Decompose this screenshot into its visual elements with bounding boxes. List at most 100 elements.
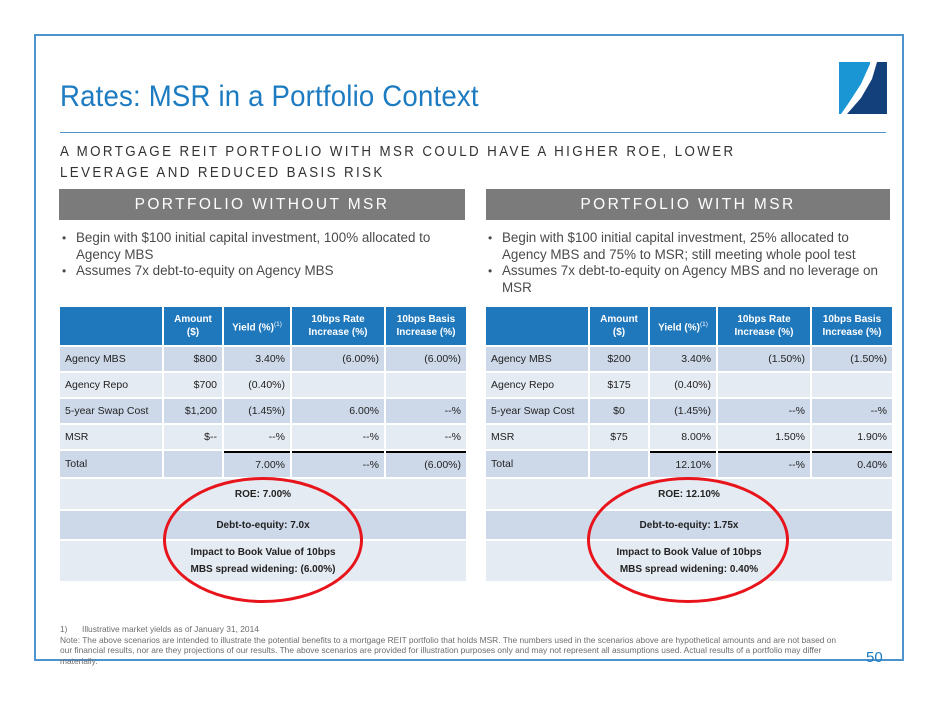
cell-rate xyxy=(718,373,810,397)
bullet-item: Begin with $100 initial capital investme… xyxy=(60,230,470,263)
summary-impact-row: Impact to Book Value of 10bps MBS spread… xyxy=(486,541,892,581)
debt-to-equity-value: Debt-to-equity: 1.75x xyxy=(486,511,892,539)
header-rate-label: 10bps Rate Increase (%) xyxy=(734,314,794,338)
header-amount: Amount ($) xyxy=(590,307,648,345)
cell-yield: 8.00% xyxy=(650,425,716,449)
table-row-total: Total 12.10% --% 0.40% xyxy=(486,451,892,477)
cell-yield: 3.40% xyxy=(650,347,716,371)
cell-basis: --% xyxy=(386,399,466,423)
cell-yield: (0.40%) xyxy=(224,373,290,397)
impact-line-1: Impact to Book Value of 10bps xyxy=(616,547,762,558)
impact-line-1: Impact to Book Value of 10bps xyxy=(190,547,336,558)
slide-subtitle: A Mortgage REIT portfolio with MSR could… xyxy=(60,144,736,181)
header-amount: Amount ($) xyxy=(164,307,222,345)
header-blank xyxy=(486,307,588,345)
company-logo-icon xyxy=(839,62,887,114)
cell-rate: 1.50% xyxy=(718,425,810,449)
cell-rate: --% xyxy=(292,451,384,477)
cell-yield: (1.45%) xyxy=(224,399,290,423)
header-yield-label: Yield (%) xyxy=(232,322,274,334)
cell-amount: $700 xyxy=(164,373,222,397)
cell-basis xyxy=(812,373,892,397)
cell-amount: $200 xyxy=(590,347,648,371)
header-yield-label: Yield (%) xyxy=(658,322,700,334)
cell-basis: 1.90% xyxy=(812,425,892,449)
cell-rate: --% xyxy=(718,399,810,423)
row-label: MSR xyxy=(486,425,588,449)
row-label: 5-year Swap Cost xyxy=(60,399,162,423)
header-rate: 10bps Rate Increase (%) xyxy=(292,307,384,345)
cell-amount: $-- xyxy=(164,425,222,449)
cell-yield: --% xyxy=(224,425,290,449)
cell-rate: (1.50%) xyxy=(718,347,810,371)
cell-amount: $175 xyxy=(590,373,648,397)
cell-amount: $75 xyxy=(590,425,648,449)
bullets-without-msr: Begin with $100 initial capital investme… xyxy=(60,230,470,280)
roe-value: ROE: 12.10% xyxy=(486,479,892,509)
slide-frame xyxy=(34,34,904,661)
cell-basis: --% xyxy=(386,425,466,449)
table-row: Agency Repo $175 (0.40%) xyxy=(486,373,892,397)
table-without-msr: Amount ($) Yield (%)(1) 10bps Rate Incre… xyxy=(58,305,468,583)
header-rate-label: 10bps Rate Increase (%) xyxy=(308,314,368,338)
bullet-item: Assumes 7x debt-to-equity on Agency MBS … xyxy=(486,263,896,296)
table-row: MSR $-- --% --% --% xyxy=(60,425,466,449)
cell-yield: 7.00% xyxy=(224,451,290,477)
table-row: Agency MBS $200 3.40% (1.50%) (1.50%) xyxy=(486,347,892,371)
title-divider xyxy=(60,132,886,133)
cell-rate: 6.00% xyxy=(292,399,384,423)
table-row-total: Total 7.00% --% (6.00%) xyxy=(60,451,466,477)
summary-roe-row: ROE: 7.00% xyxy=(60,479,466,509)
footnotes: 1) Illustrative market yields as of Janua… xyxy=(60,624,850,666)
header-basis: 10bps Basis Increase (%) xyxy=(386,307,466,345)
row-label: Total xyxy=(486,451,588,477)
cell-basis: (6.00%) xyxy=(386,451,466,477)
impact-value: Impact to Book Value of 10bps MBS spread… xyxy=(60,541,466,581)
row-label: 5-year Swap Cost xyxy=(486,399,588,423)
slide-title: Rates: MSR in a Portfolio Context xyxy=(60,80,479,113)
cell-amount: $800 xyxy=(164,347,222,371)
bullet-item: Begin with $100 initial capital investme… xyxy=(486,230,896,263)
impact-value: Impact to Book Value of 10bps MBS spread… xyxy=(486,541,892,581)
header-rate: 10bps Rate Increase (%) xyxy=(718,307,810,345)
table-row: 5-year Swap Cost $0 (1.45%) --% --% xyxy=(486,399,892,423)
header-blank xyxy=(60,307,162,345)
debt-to-equity-value: Debt-to-equity: 7.0x xyxy=(60,511,466,539)
bullet-item: Assumes 7x debt-to-equity on Agency MBS xyxy=(60,263,470,280)
footnote-1-number: 1) xyxy=(60,624,68,634)
cell-amount: $1,200 xyxy=(164,399,222,423)
cell-amount xyxy=(590,451,648,477)
summary-debt-equity-row: Debt-to-equity: 1.75x xyxy=(486,511,892,539)
row-label: MSR xyxy=(60,425,162,449)
impact-line-2: MBS spread widening: 0.40% xyxy=(619,564,759,575)
cell-basis: --% xyxy=(812,399,892,423)
row-label: Agency Repo xyxy=(486,373,588,397)
cell-rate xyxy=(292,373,384,397)
summary-impact-row: Impact to Book Value of 10bps MBS spread… xyxy=(60,541,466,581)
band-portfolio-with-msr: PORTFOLIO WITH MSR xyxy=(486,189,890,220)
footnote-ref: (1) xyxy=(273,320,282,328)
band-portfolio-without-msr: PORTFOLIO WITHOUT MSR xyxy=(59,189,465,220)
impact-line-2: MBS spread widening: (6.00%) xyxy=(190,564,336,575)
cell-basis: (1.50%) xyxy=(812,347,892,371)
table-row: 5-year Swap Cost $1,200 (1.45%) 6.00% --… xyxy=(60,399,466,423)
footnote-1: 1) Illustrative market yields as of Janua… xyxy=(60,624,850,635)
cell-basis xyxy=(386,373,466,397)
row-label: Total xyxy=(60,451,162,477)
table-row: MSR $75 8.00% 1.50% 1.90% xyxy=(486,425,892,449)
roe-value: ROE: 7.00% xyxy=(60,479,466,509)
cell-rate: --% xyxy=(292,425,384,449)
bullets-with-msr: Begin with $100 initial capital investme… xyxy=(486,230,896,296)
table-header-row: Amount ($) Yield (%)(1) 10bps Rate Incre… xyxy=(60,307,466,345)
cell-rate: --% xyxy=(718,451,810,477)
header-basis-label: 10bps Basis Increase (%) xyxy=(822,314,882,338)
cell-yield: 3.40% xyxy=(224,347,290,371)
header-basis-label: 10bps Basis Increase (%) xyxy=(396,314,456,338)
table-header-row: Amount ($) Yield (%)(1) 10bps Rate Incre… xyxy=(486,307,892,345)
summary-roe-row: ROE: 12.10% xyxy=(486,479,892,509)
cell-basis: (6.00%) xyxy=(386,347,466,371)
row-label: Agency Repo xyxy=(60,373,162,397)
header-basis: 10bps Basis Increase (%) xyxy=(812,307,892,345)
cell-amount xyxy=(164,451,222,477)
table-with-msr: Amount ($) Yield (%)(1) 10bps Rate Incre… xyxy=(484,305,894,583)
